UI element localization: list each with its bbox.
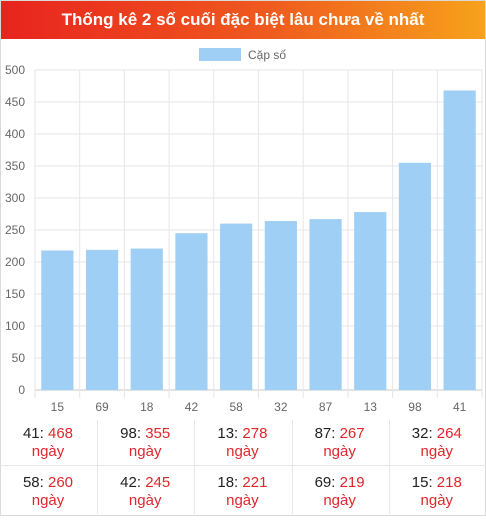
stat-cell: 41: 468 ngày <box>0 425 96 471</box>
bar <box>220 223 253 390</box>
stats-column-divider <box>194 420 195 514</box>
stat-cell: 18: 221 ngày <box>194 474 290 520</box>
stat-separator: : <box>39 474 48 491</box>
stat-separator: : <box>136 425 146 442</box>
x-tick-label: 42 <box>185 400 199 414</box>
stat-unit: ngày <box>323 492 356 509</box>
stats-column-divider <box>97 420 98 514</box>
x-tick-label: 69 <box>95 400 109 414</box>
bar <box>175 233 208 390</box>
stat-separator: : <box>428 474 437 491</box>
stat-number: 13 <box>217 425 235 442</box>
x-tick-label: 58 <box>229 400 243 414</box>
bar <box>443 90 476 391</box>
x-tick-label: 18 <box>140 400 154 414</box>
stat-cell: 98: 355 ngày <box>97 425 193 471</box>
stat-days: 218 <box>436 474 462 491</box>
bar <box>264 221 297 390</box>
stat-days: 355 <box>145 425 171 442</box>
y-tick-label: 350 <box>5 159 25 173</box>
x-tick-label: 87 <box>319 400 333 414</box>
stats-column-divider <box>389 420 390 514</box>
stat-cell: 13: 278 ngày <box>194 425 290 471</box>
stats-table: 41: 468 ngày 98: 355 ngày 13: 278 ngày 87: 267… <box>0 420 486 516</box>
stat-cell: 87: 267 ngày <box>292 425 388 471</box>
y-tick-label: 400 <box>5 127 25 141</box>
bar <box>309 219 342 390</box>
stat-number: 41 <box>22 425 40 442</box>
stat-number: 98 <box>120 425 137 442</box>
stat-number: 32 <box>411 425 429 442</box>
stat-number: 58 <box>22 474 40 491</box>
stat-unit: ngày <box>128 443 162 460</box>
stat-cell: 32: 264 ngày <box>389 425 485 471</box>
legend-swatch <box>199 48 241 61</box>
stat-days: 221 <box>242 474 268 491</box>
y-tick-label: 250 <box>5 223 25 237</box>
y-tick-label: 100 <box>5 319 25 333</box>
stat-unit: ngày <box>226 443 259 460</box>
stat-days: 219 <box>339 474 365 491</box>
stat-separator: : <box>331 425 340 442</box>
stat-separator: : <box>234 425 243 442</box>
stat-cell: 42: 245 ngày <box>97 474 193 520</box>
stat-cell: 15: 218 ngày <box>389 474 485 520</box>
bar <box>130 248 163 390</box>
stat-unit: ngày <box>128 492 162 509</box>
stat-unit: ngày <box>31 443 65 460</box>
stat-cell: 58: 260 ngày <box>0 474 96 520</box>
stats-row-divider <box>0 465 486 466</box>
stat-separator: : <box>234 474 243 491</box>
stat-number: 18 <box>217 474 235 491</box>
stat-days: 468 <box>48 425 74 442</box>
stat-number: 42 <box>120 474 137 491</box>
stats-column-divider <box>292 420 293 514</box>
y-tick-label: 300 <box>5 191 25 205</box>
stat-unit: ngày <box>420 492 454 509</box>
y-tick-label: 500 <box>5 63 25 77</box>
stat-days: 267 <box>339 425 365 442</box>
stat-separator: : <box>39 425 48 442</box>
stat-days: 260 <box>48 474 74 491</box>
x-tick-label: 41 <box>453 400 467 414</box>
stat-separator: : <box>331 474 340 491</box>
bar <box>41 250 74 390</box>
stat-days: 264 <box>436 425 462 442</box>
stat-unit: ngày <box>420 443 454 460</box>
x-tick-label: 15 <box>51 400 65 414</box>
bar <box>354 212 387 390</box>
bar <box>85 249 119 390</box>
stat-separator: : <box>428 425 437 442</box>
stat-unit: ngày <box>31 492 65 509</box>
stat-cell: 69: 219 ngày <box>292 474 388 520</box>
stat-days: 278 <box>242 425 268 442</box>
stat-unit: ngày <box>323 443 356 460</box>
x-tick-label: 32 <box>274 400 288 414</box>
y-tick-label: 0 <box>18 383 25 397</box>
stat-separator: : <box>136 474 146 491</box>
stat-number: 87 <box>314 425 332 442</box>
stat-unit: ngày <box>226 492 259 509</box>
x-tick-label: 98 <box>408 400 422 414</box>
stat-number: 15 <box>411 474 429 491</box>
stat-days: 245 <box>145 474 171 491</box>
y-tick-label: 50 <box>12 351 26 365</box>
legend-label: Cặp số <box>248 48 286 62</box>
y-tick-label: 450 <box>5 95 25 109</box>
bar <box>398 162 432 390</box>
bar-chart: Cặp số 0 50 100 150 200 250 300 350 400 450 500 15 69… <box>5 48 483 414</box>
stat-number: 69 <box>314 474 332 491</box>
x-tick-label: 13 <box>364 400 378 414</box>
y-tick-label: 200 <box>5 255 25 269</box>
y-tick-label: 150 <box>5 287 25 301</box>
chart-title: Thống kê 2 số cuối đặc biệt lâu chưa về … <box>1 1 485 39</box>
